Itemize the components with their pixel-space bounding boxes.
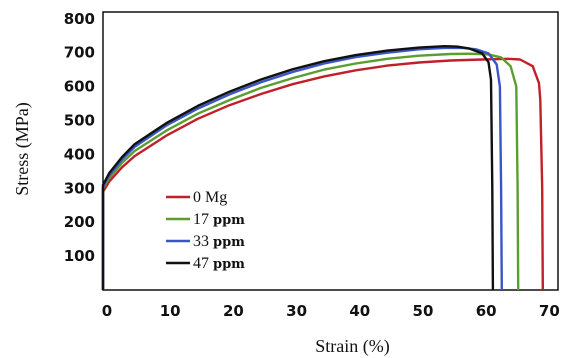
series-layer (101, 45, 544, 291)
x-axis-ticks: 0 10 20 30 40 50 60 70 (102, 302, 560, 320)
x-tick-label: 10 (160, 302, 181, 320)
legend-label-number: 0 (193, 189, 205, 206)
legend-label-unit: Mg (205, 189, 227, 206)
series-line-3 (101, 45, 495, 291)
legend-label: 33 ppm (193, 233, 245, 250)
x-tick-label: 70 (539, 302, 560, 320)
x-tick-label: 30 (286, 302, 307, 320)
x-axis-title: Strain (%) (315, 336, 389, 357)
plot-frame (102, 11, 559, 291)
legend-label-unit: ppm (213, 235, 245, 250)
y-tick-label: 300 (64, 179, 95, 197)
legend-label-number: 33 (193, 233, 213, 250)
y-tick-label: 800 (64, 10, 95, 28)
legend-label: 0 Mg (193, 189, 227, 206)
plot-area (101, 11, 559, 291)
legend-label-number: 17 (193, 211, 213, 228)
legend-label: 47 ppm (193, 255, 245, 272)
y-tick-label: 100 (64, 247, 95, 265)
legend-label-number: 47 (193, 255, 213, 272)
y-tick-label: 700 (64, 44, 95, 62)
legend-label-unit: ppm (213, 257, 245, 272)
y-tick-label: 200 (64, 213, 95, 231)
y-tick-label: 600 (64, 78, 95, 96)
x-tick-label: 60 (476, 302, 497, 320)
x-tick-label: 20 (223, 302, 244, 320)
y-tick-label: 400 (64, 145, 95, 163)
legend-label: 17 ppm (193, 211, 245, 228)
x-tick-label: 50 (413, 302, 434, 320)
series-line-1 (101, 52, 520, 291)
x-tick-label: 0 (102, 302, 112, 320)
legend-label-unit: ppm (213, 213, 245, 228)
series-line-0 (101, 57, 544, 291)
y-axis-ticks: 100 200 300 400 500 600 700 800 (64, 10, 95, 265)
x-tick-label: 40 (349, 302, 370, 320)
y-tick-label: 500 (64, 111, 95, 129)
y-axis-title: Stress (MPa) (12, 102, 33, 196)
series-line-2 (101, 46, 503, 291)
